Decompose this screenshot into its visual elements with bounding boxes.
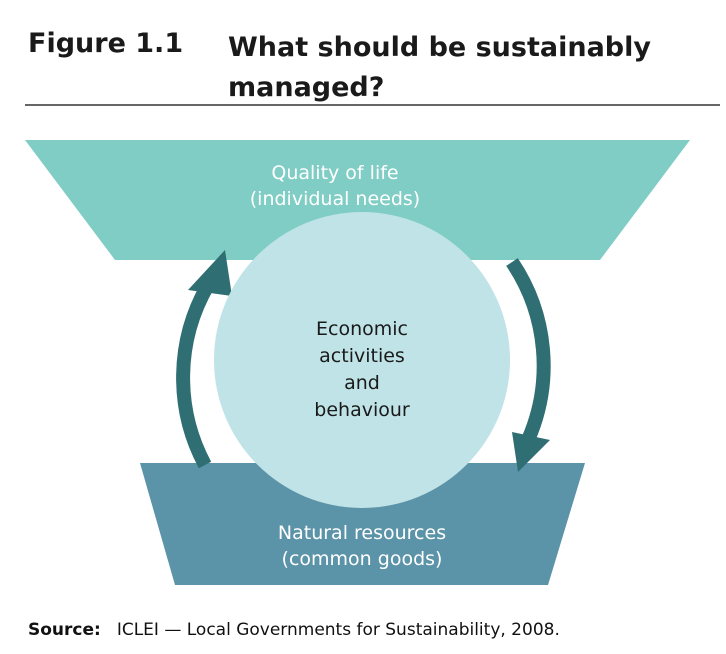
- source: Source: ICLEI — Local Governments for Sus…: [28, 620, 560, 640]
- node-line: behaviour: [314, 399, 410, 421]
- left-arc: [176, 281, 215, 469]
- source-text: ICLEI — Local Governments for Sustainabi…: [116, 620, 560, 640]
- node-line: and: [344, 372, 380, 394]
- figure-title: What should be sustainably managed?: [228, 32, 651, 103]
- top-node: Quality of life (individual needs): [185, 160, 485, 212]
- bottom-trapezoid: [140, 463, 585, 585]
- source-label: Source:: [28, 620, 101, 640]
- center-node: Economic activities and behaviour: [212, 316, 512, 424]
- bottom-node: Natural resources (common goods): [212, 520, 512, 572]
- node-line: Natural resources: [277, 522, 447, 544]
- node-line: Quality of life: [271, 162, 399, 184]
- node-line: Economic: [316, 318, 408, 340]
- right-arrowhead: [512, 432, 550, 472]
- right-arc: [506, 258, 551, 443]
- figure-label: Figure 1.1: [28, 28, 184, 59]
- node-line: (individual needs): [249, 188, 421, 210]
- node-line: activities: [319, 345, 405, 367]
- node-line: (common goods): [281, 548, 443, 570]
- center-circle: [214, 212, 510, 508]
- left-arrowhead: [188, 250, 232, 296]
- top-trapezoid: [25, 140, 690, 260]
